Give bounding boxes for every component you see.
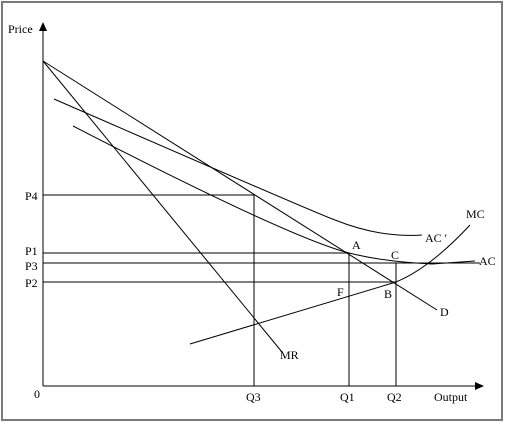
- price-label-p2: P2: [25, 276, 38, 290]
- point-label-c: C: [391, 248, 399, 262]
- point-label-f: F: [337, 285, 344, 299]
- quantity-label-q1: Q1: [340, 390, 355, 404]
- point-label-b: B: [384, 287, 392, 301]
- point-label-a: A: [352, 238, 361, 252]
- x-axis-arrow: [475, 382, 484, 390]
- ac-label: AC: [479, 254, 496, 268]
- mr-curve: [42, 60, 283, 353]
- price-label-p3: P3: [25, 259, 38, 273]
- ac-prime-label: AC ': [425, 231, 447, 245]
- ac-prime-curve: [53, 98, 423, 236]
- mr-label: MR: [280, 348, 299, 362]
- mc-label: MC: [466, 207, 485, 221]
- x-axis-label: Output: [434, 390, 468, 404]
- y-axis-arrow: [39, 22, 47, 31]
- quantity-label-q2: Q2: [387, 390, 402, 404]
- demand-curve: [42, 60, 438, 311]
- origin-label: 0: [34, 387, 40, 401]
- quantity-label-q3: Q3: [246, 390, 261, 404]
- demand-label: D: [440, 305, 449, 319]
- price-label-p4: P4: [25, 189, 38, 203]
- y-axis-label: Price: [8, 22, 33, 36]
- ac-curve: [72, 125, 476, 265]
- price-label-p1: P1: [25, 244, 38, 258]
